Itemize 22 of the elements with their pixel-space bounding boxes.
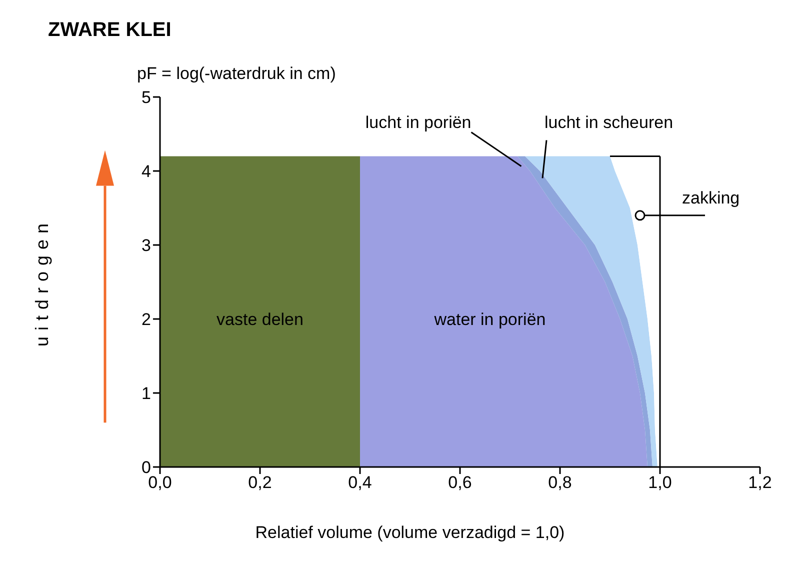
series-label: water in poriën [433,310,546,329]
text: uitdrogen [32,217,52,347]
x-tick-label: 0,8 [548,473,572,492]
series-label: vaste delen [216,310,304,329]
y-tick-label: 5 [142,88,151,108]
x-tick-label: 1,2 [748,473,772,492]
x-tick-label: 0,4 [348,473,372,492]
y-tick-label: 1 [142,384,151,404]
series-label: zakking [682,188,740,208]
chart-title: ZWARE KLEI [48,19,172,41]
y-axis-title: pF = log(-waterdruk in cm) [137,64,336,83]
y-tick-label: 3 [142,236,151,256]
y-tick-label: 4 [142,162,151,182]
x-axis-title: Relatief volume (volume verzadigd = 1,0) [255,523,565,542]
x-tick-label: 0,0 [148,473,172,492]
y-tick-label: 0 [142,458,151,478]
series-label: lucht in scheuren [544,113,674,132]
x-tick-label: 0,2 [248,473,272,492]
y-tick-label: 2 [142,310,151,330]
text: lucht in poriën [365,113,472,132]
x-tick-label: 1,0 [648,473,672,492]
x-tick-label: 0,6 [448,473,472,492]
